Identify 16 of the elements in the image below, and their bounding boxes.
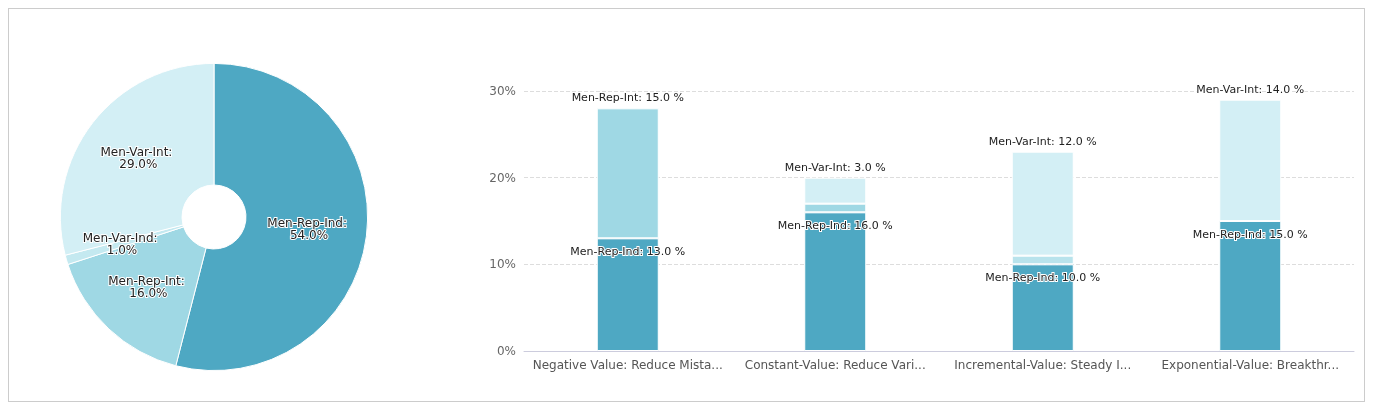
text: Men-Var-Int: 3.0 % — [784, 160, 886, 174]
text: Men-Var-Int: 14.0 % — [1196, 82, 1305, 96]
y-tick-label: 0% — [496, 344, 516, 358]
slice-label: Men-Var-Int: 29.0% — [100, 145, 177, 172]
text: Men-Var-Int: 12.0 % — [988, 134, 1097, 148]
x-tick-label: Constant-Value: Reduce Vari... — [744, 358, 926, 372]
slice-label: Men-Rep-Ind: 54.0% — [267, 216, 351, 243]
slice-label: Men-Rep-Int: 16.0% — [108, 273, 189, 300]
slice-label: Men-Var-Ind: 1.0% — [82, 230, 162, 257]
y-tick-label: 10% — [489, 257, 516, 272]
category-label: Men-Rep-Int: 15.0 % — [571, 91, 684, 105]
x-tick-label: Exponential-Value: Breakthr... — [1161, 358, 1340, 372]
y-tick-label: 20% — [489, 170, 516, 185]
x-tick-label: Incremental-Value: Steady I... — [954, 358, 1132, 372]
y-tick-label: 30% — [489, 84, 516, 98]
x-tick-label: Negative Value: Reduce Mista... — [532, 358, 723, 372]
